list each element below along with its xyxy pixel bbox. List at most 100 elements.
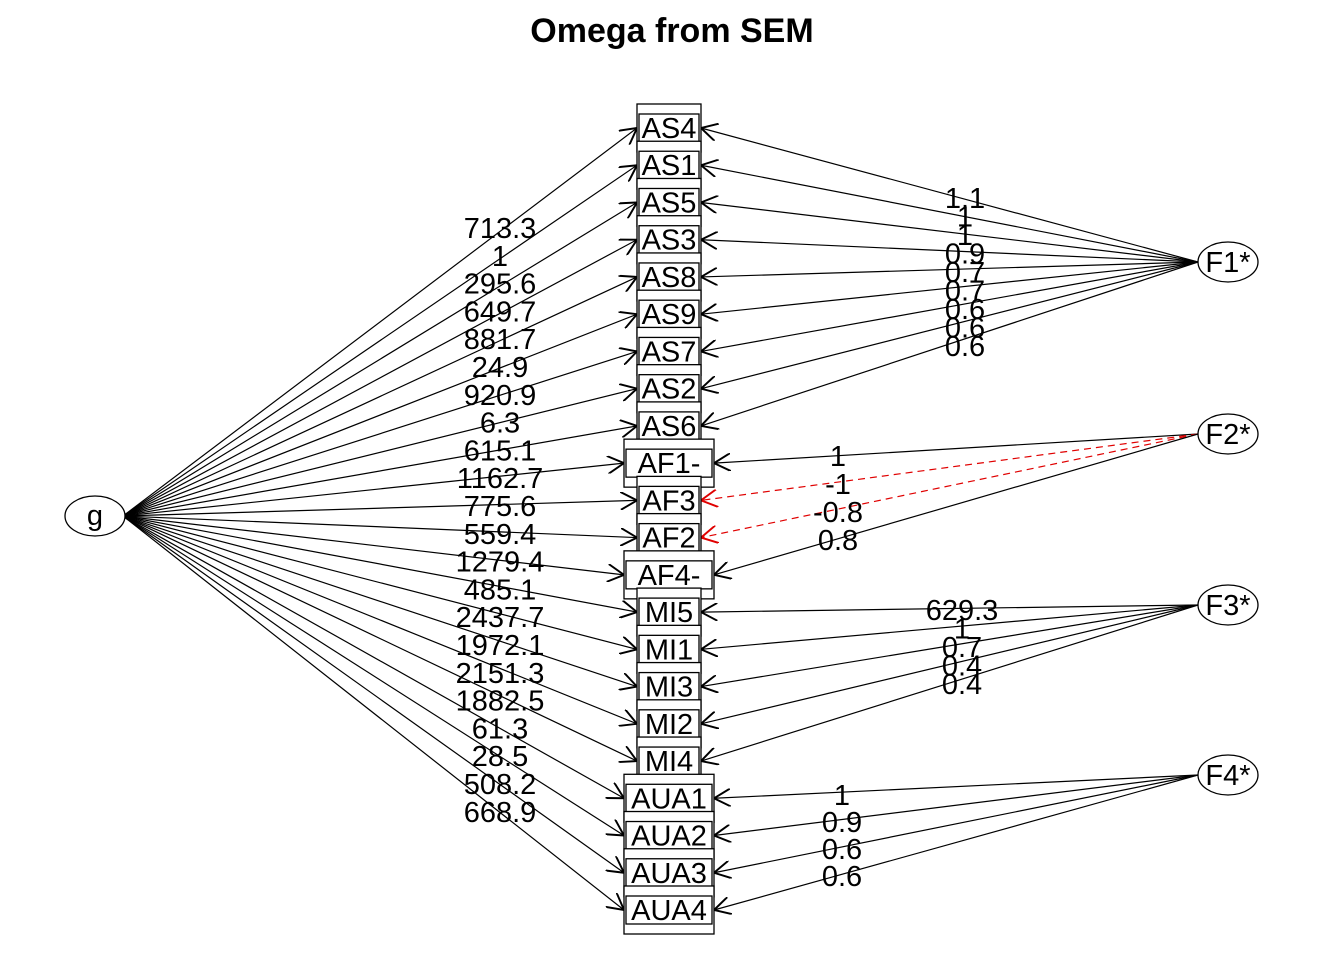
edge-g-mi3: [122, 515, 637, 687]
edge-f4-aua1: [714, 774, 1199, 798]
g-loading-label: 881.7: [464, 324, 537, 356]
edge-g-as4: [122, 128, 637, 517]
g-loading-label: 1279.4: [456, 547, 545, 579]
variable-box-inner: [638, 262, 700, 292]
edge-f2-af2: [701, 433, 1199, 538]
variable-box-inner: [638, 225, 700, 255]
factor-ellipse: [1197, 413, 1259, 455]
factor-label: F1*: [1205, 247, 1250, 279]
loading-label-f3: 629.3: [926, 595, 999, 627]
g-loading-label: 668.9: [464, 797, 537, 829]
variable-label: AS8: [642, 262, 697, 294]
edge-g-as1: [122, 165, 637, 517]
variable-label: AS1: [642, 150, 697, 182]
edge-g-as8: [122, 277, 637, 517]
edge-g-af3: [122, 500, 637, 517]
factor-ellipse: [1197, 584, 1259, 626]
edge-f1-as3: [701, 240, 1199, 263]
factor-label: F2*: [1205, 419, 1250, 451]
factor-f4: F4*: [1197, 754, 1259, 796]
edge-g-as5: [122, 202, 637, 517]
diagram-title: Omega from SEM: [530, 12, 813, 50]
loading-label-f2: -0.8: [813, 497, 863, 529]
edge-f1-as2: [701, 261, 1199, 389]
variable-box-inner: [625, 858, 713, 888]
edge-f1-as5: [701, 202, 1199, 263]
g-loading-label: 713.3: [464, 213, 537, 245]
g-loading-label: 28.5: [472, 741, 528, 773]
factor-ellipse: [1197, 754, 1259, 796]
variable-label: MI1: [645, 634, 693, 666]
variable-box-inner: [638, 709, 700, 739]
edge-g-mi4: [122, 515, 637, 761]
edge-f1-as7: [701, 261, 1199, 351]
edge-f2-af3: [701, 433, 1199, 500]
edge-f1-as1: [701, 165, 1199, 263]
g-loading-label: 2437.7: [456, 602, 545, 634]
edge-f3-mi4: [701, 604, 1199, 761]
loading-label-f1: 0.6: [945, 331, 985, 363]
loading-label-f1: 1.1: [945, 183, 985, 215]
variable-label: MI4: [645, 746, 693, 778]
variable-box-inner: [625, 448, 713, 478]
edge-f1-as9: [701, 261, 1199, 314]
g-loading-label: 559.4: [464, 519, 537, 551]
edge-f3-mi5: [701, 605, 1199, 612]
edge-g-as6: [122, 426, 637, 517]
factor-ellipse: [1197, 241, 1259, 283]
g-loading-label: 508.2: [464, 769, 537, 801]
loading-label-f1: 0.6: [945, 313, 985, 345]
edge-g-as3: [122, 240, 637, 517]
variable-label: AUA1: [631, 783, 707, 815]
group-factor-edges: [701, 128, 1199, 910]
edge-g-as7: [122, 351, 637, 517]
variable-label: AF2: [642, 523, 695, 555]
variable-label: MI3: [645, 672, 693, 704]
factor-f2: F2*: [1197, 413, 1259, 455]
factor-g: g: [64, 495, 126, 537]
variable-box-inner: [625, 895, 713, 925]
variable-box-inner: [638, 113, 700, 143]
edge-g-as9: [122, 314, 637, 517]
variable-label: MI5: [645, 597, 693, 629]
variable-box-inner: [625, 783, 713, 813]
variable-label: AF1-: [638, 448, 701, 480]
g-loading-label: 615.1: [464, 435, 537, 467]
variable-box-inner: [638, 746, 700, 776]
g-loading-label: 61.3: [472, 713, 528, 745]
latent-factors: F1* F2* F3* F4* g: [64, 241, 1259, 796]
g-loading-label: 1972.1: [456, 630, 545, 662]
variable-label: AS4: [642, 113, 697, 145]
edge-g-as2: [122, 389, 637, 517]
edge-g-mi2: [122, 515, 637, 724]
factor-f1: F1*: [1197, 241, 1259, 283]
loading-label-f4: 0.6: [822, 861, 862, 893]
edge-f1-as4: [701, 128, 1199, 263]
g-loading-label: 6.3: [480, 408, 520, 440]
edge-f4-aua3: [714, 774, 1199, 873]
variable-label: AF3: [642, 485, 695, 517]
variable-box-mi3: MI3: [636, 661, 702, 712]
loading-label-f1: 0.7: [945, 276, 985, 308]
loading-label-f2: 1: [830, 441, 846, 473]
variable-label: AS7: [642, 336, 697, 368]
edge-g-aua4: [122, 515, 624, 910]
loading-label-f2: -1: [825, 469, 851, 501]
loading-label-f4: 0.9: [822, 807, 862, 839]
variable-box-inner: [638, 671, 700, 702]
edge-g-aua1: [122, 515, 624, 798]
loading-label-f4: 1: [834, 780, 850, 812]
variable-box-inner: [625, 560, 713, 590]
variable-box-inner: [638, 150, 700, 180]
g-loading-label: 1: [492, 241, 508, 273]
g-loading-label: 1162.7: [457, 463, 544, 495]
edge-g-af4: [122, 515, 624, 575]
loading-label-f4: 0.6: [822, 834, 862, 866]
edge-g-mi5: [122, 515, 637, 612]
observed-variables: AS4 AS1 AS5 AS3 AS8 AS9 AS7 AS2 AS6 AF1- AF3 AF2 AF4…: [623, 103, 715, 935]
variable-box-aua4: AUA4: [623, 885, 715, 935]
g-loading-label: 24.9: [472, 352, 528, 384]
g-loading-label: 295.6: [464, 269, 537, 301]
g-loading-label: 920.9: [464, 380, 537, 412]
